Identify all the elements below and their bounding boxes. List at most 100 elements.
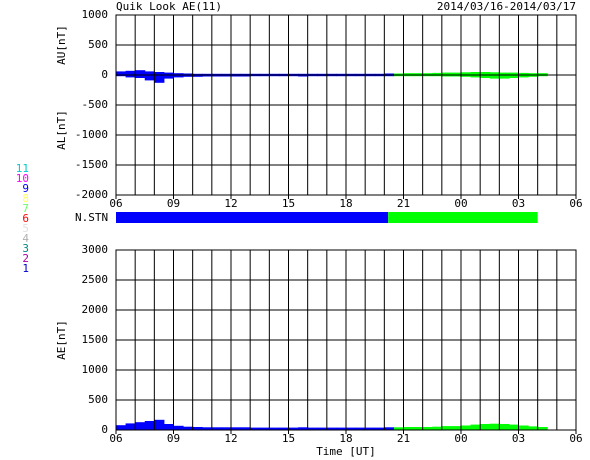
x-tick-label: 12 <box>224 432 237 445</box>
bar <box>192 427 203 430</box>
y-tick-label: 500 <box>88 38 108 51</box>
bar <box>202 427 213 430</box>
station-label: 2 <box>22 252 29 265</box>
station-label: 8 <box>22 192 29 205</box>
bar <box>135 70 146 78</box>
bar <box>298 427 309 430</box>
x-axis-label: Time [UT] <box>316 445 376 458</box>
y-tick-label: 2500 <box>82 273 109 286</box>
bar <box>374 427 385 430</box>
bar <box>307 427 318 430</box>
x-tick-label: 09 <box>167 197 180 210</box>
bar <box>365 427 376 430</box>
bar <box>125 70 136 78</box>
bar <box>250 427 261 430</box>
bar <box>173 425 184 430</box>
station-label: 3 <box>22 242 29 255</box>
station-label: 4 <box>22 232 29 245</box>
plot-frame <box>115 249 577 431</box>
bar <box>259 427 270 430</box>
x-tick-label: 06 <box>569 197 582 210</box>
station-label: 11 <box>16 162 29 175</box>
x-tick-label: 00 <box>454 432 467 445</box>
y-tick-label: -2000 <box>75 188 108 201</box>
station-label: 5 <box>22 222 29 235</box>
bar <box>154 72 165 83</box>
y-tick-label: 3000 <box>82 243 109 256</box>
station-label: 6 <box>22 212 29 225</box>
bar <box>144 421 155 430</box>
x-tick-label: 06 <box>569 432 582 445</box>
bar <box>451 426 462 430</box>
y-axis-label: AU[nT] <box>55 25 68 65</box>
x-tick-label: 03 <box>512 197 525 210</box>
station-label: 1 <box>22 262 29 275</box>
n-stn-segment <box>116 212 389 223</box>
bar <box>163 72 174 79</box>
bar <box>480 424 491 430</box>
bar <box>470 424 481 430</box>
bar <box>211 427 222 430</box>
y-tick-label: 1500 <box>82 333 109 346</box>
bar <box>116 71 127 77</box>
y-tick-label: 1000 <box>82 363 109 376</box>
bar <box>221 427 232 430</box>
bar <box>278 427 289 430</box>
chart-title: Quik Look AE(11) <box>116 0 222 13</box>
bar <box>537 427 548 430</box>
plot-frame <box>115 14 577 196</box>
station-label: 7 <box>22 202 29 215</box>
bar <box>384 427 395 430</box>
bar <box>183 426 194 430</box>
y-tick-label: 1000 <box>82 8 109 21</box>
bar <box>346 427 357 430</box>
y-tick-label: 0 <box>101 68 108 81</box>
bar <box>116 425 127 430</box>
x-tick-label: 06 <box>109 197 122 210</box>
x-tick-label: 18 <box>339 197 352 210</box>
bar <box>317 427 328 430</box>
x-tick-label: 12 <box>224 197 237 210</box>
x-tick-label: 09 <box>167 432 180 445</box>
x-tick-label: 00 <box>454 197 467 210</box>
bar <box>461 425 472 430</box>
bar <box>518 425 529 430</box>
x-tick-label: 15 <box>282 197 295 210</box>
x-tick-label: 03 <box>512 432 525 445</box>
bar <box>163 424 174 430</box>
bar <box>135 422 146 430</box>
bar <box>403 427 414 430</box>
n-stn-segment <box>388 212 538 223</box>
y-tick-label: 500 <box>88 393 108 406</box>
n-stn-label: N.STN <box>75 211 108 224</box>
bar <box>422 427 433 430</box>
bar <box>413 427 424 430</box>
station-label: 9 <box>22 182 29 195</box>
bar <box>499 72 510 79</box>
date-range: 2014/03/16-2014/03/17 <box>437 0 576 13</box>
bar <box>393 427 404 430</box>
bar <box>288 427 299 430</box>
y-tick-label: 2000 <box>82 303 109 316</box>
bar <box>240 427 251 430</box>
bar <box>154 419 165 430</box>
bar <box>508 424 519 430</box>
x-tick-label: 21 <box>397 197 410 210</box>
x-tick-label: 06 <box>109 432 122 445</box>
y-tick-label: -500 <box>82 98 109 111</box>
y-tick-label: 0 <box>101 423 108 436</box>
y-tick-label: -1000 <box>75 128 108 141</box>
station-label: 10 <box>16 172 29 185</box>
bar <box>499 424 510 430</box>
y-axis-label: AL[nT] <box>55 110 68 150</box>
bar <box>432 426 443 430</box>
bar <box>336 427 347 430</box>
bar <box>231 427 242 430</box>
bar <box>489 423 500 430</box>
bar <box>441 426 452 430</box>
x-tick-label: 15 <box>282 432 295 445</box>
x-tick-label: 21 <box>397 432 410 445</box>
bar <box>125 423 136 430</box>
bar <box>269 427 280 430</box>
